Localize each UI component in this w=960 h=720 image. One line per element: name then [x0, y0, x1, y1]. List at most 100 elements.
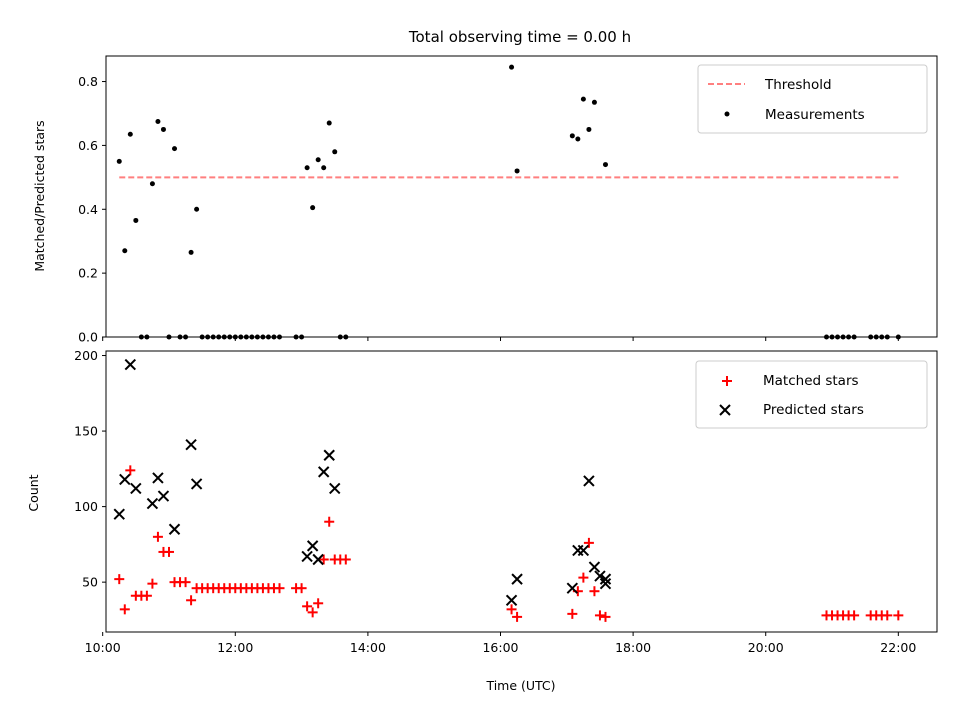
predicted-star-point: [505, 594, 518, 606]
top-plot-frame: [105, 55, 938, 338]
measurement-point: [304, 165, 310, 171]
predicted-star-point: [306, 540, 319, 552]
matched-star-point: [340, 554, 351, 565]
matched-star-point: [893, 610, 904, 621]
measurement-point: [188, 249, 194, 255]
matched-star-point: [589, 586, 600, 597]
matched-star-point: [152, 531, 163, 542]
x-tick-label: 22:00: [880, 640, 916, 655]
predicted-star-point: [588, 561, 601, 573]
x-tick-label: 18:00: [615, 640, 651, 655]
predicted-star-point: [185, 438, 197, 451]
predicted-star-point: [124, 358, 137, 371]
legend-plus-marker: [722, 376, 732, 386]
matched-star-point: [324, 516, 335, 527]
predicted-star-point: [157, 490, 170, 502]
matched-star-point: [125, 465, 136, 476]
predicted-star-point: [168, 523, 181, 535]
top-panel: Total observing time = 0.00 h Matched/Pr…: [32, 28, 938, 345]
matched-star-point: [274, 583, 285, 594]
measurement-point: [315, 157, 321, 163]
predicted-star-point: [594, 570, 606, 582]
matched-star-point: [506, 604, 517, 615]
matched-star-point: [594, 610, 605, 621]
measurement-point: [127, 131, 133, 137]
predicted-star-point: [152, 472, 164, 484]
bottom-y-tick-label: 200: [74, 348, 98, 363]
predicted-star-point: [312, 553, 324, 566]
count-points: [113, 358, 904, 622]
matched-star-point: [114, 574, 125, 585]
top-legend: Threshold Measurements: [697, 64, 928, 134]
measurement-point: [586, 126, 592, 132]
predicted-star-point: [577, 544, 590, 557]
legend-measurements-label: Measurements: [765, 107, 865, 123]
x-tick-label: 10:00: [85, 640, 121, 655]
top-y-axis-label: Matched/Predicted stars: [32, 120, 47, 271]
matched-star-point: [567, 608, 578, 619]
matched-star-point: [186, 595, 197, 606]
measurement-point: [155, 118, 161, 124]
bottom-y-axis-label: Count: [26, 474, 41, 511]
matched-star-point: [512, 611, 523, 622]
legend-predicted-swatch: [719, 404, 731, 416]
top-y-tick-label: 0.8: [78, 74, 98, 89]
measurement-point: [122, 248, 128, 254]
measurement-point: [133, 217, 139, 223]
matched-star-point: [578, 572, 589, 583]
x-tick-label: 12:00: [217, 640, 253, 655]
predicted-star-point: [329, 482, 341, 495]
measurement-point: [602, 162, 608, 168]
measurement-point: [149, 181, 155, 187]
predicted-star-point: [599, 573, 612, 585]
predicted-star-point: [119, 473, 131, 486]
legend-matched-label: Matched stars: [763, 373, 859, 389]
top-y-tick-label: 0.4: [78, 202, 98, 217]
matched-star-point: [849, 610, 860, 621]
measurement-point: [326, 120, 332, 126]
matched-star-point: [141, 590, 152, 601]
bottom-y-tick-label: 100: [74, 499, 98, 514]
x-tick-label: 16:00: [482, 640, 518, 655]
bottom-y-axis: 50 100 150 200: [74, 348, 106, 590]
measurement-point: [514, 168, 520, 174]
top-y-tick-label: 0.6: [78, 138, 98, 153]
legend-threshold-label: Threshold: [764, 77, 832, 93]
matched-star-point: [313, 598, 324, 609]
predicted-star-point: [146, 497, 159, 510]
measurement-point: [591, 99, 597, 105]
predicted-star-point: [599, 577, 612, 590]
legend-predicted-label: Predicted stars: [763, 402, 864, 418]
top-y-tick-label: 0.2: [78, 266, 98, 281]
top-legend-box: [697, 64, 928, 134]
legend-measurements-swatch: [724, 111, 730, 117]
bottom-y-tick-label: 50: [82, 575, 98, 590]
x-tick-label: 20:00: [748, 640, 784, 655]
matched-star-point: [296, 583, 307, 594]
top-y-axis: 0.0 0.2 0.4 0.6 0.8: [78, 74, 106, 345]
matched-star-point: [147, 578, 158, 589]
predicted-star-point: [130, 482, 142, 495]
chart-title: Total observing time = 0.00 h: [408, 28, 631, 46]
bottom-legend: Matched stars Predicted stars: [695, 360, 928, 429]
x-axis-label: Time (UTC): [485, 678, 555, 693]
matched-star-point: [600, 611, 611, 622]
legend-x-marker: [719, 404, 731, 416]
measurement-point: [580, 96, 586, 102]
bottom-x-axis: 10:00 12:00 14:00 16:00 18:00 20:00 22:00: [85, 632, 916, 655]
matched-star-point: [119, 604, 130, 615]
bottom-plot-frame: [105, 350, 938, 633]
measurement-point: [116, 158, 122, 164]
predicted-star-point: [511, 573, 523, 585]
matched-star-point: [302, 601, 313, 612]
measurement-point: [509, 64, 515, 70]
matched-star-point: [163, 546, 174, 557]
bottom-legend-box: [695, 360, 928, 429]
measurement-point: [575, 136, 581, 142]
predicted-star-point: [566, 582, 579, 594]
measurement-point: [332, 149, 338, 155]
predicted-star-point: [323, 449, 335, 461]
legend-matched-swatch: [722, 376, 732, 386]
